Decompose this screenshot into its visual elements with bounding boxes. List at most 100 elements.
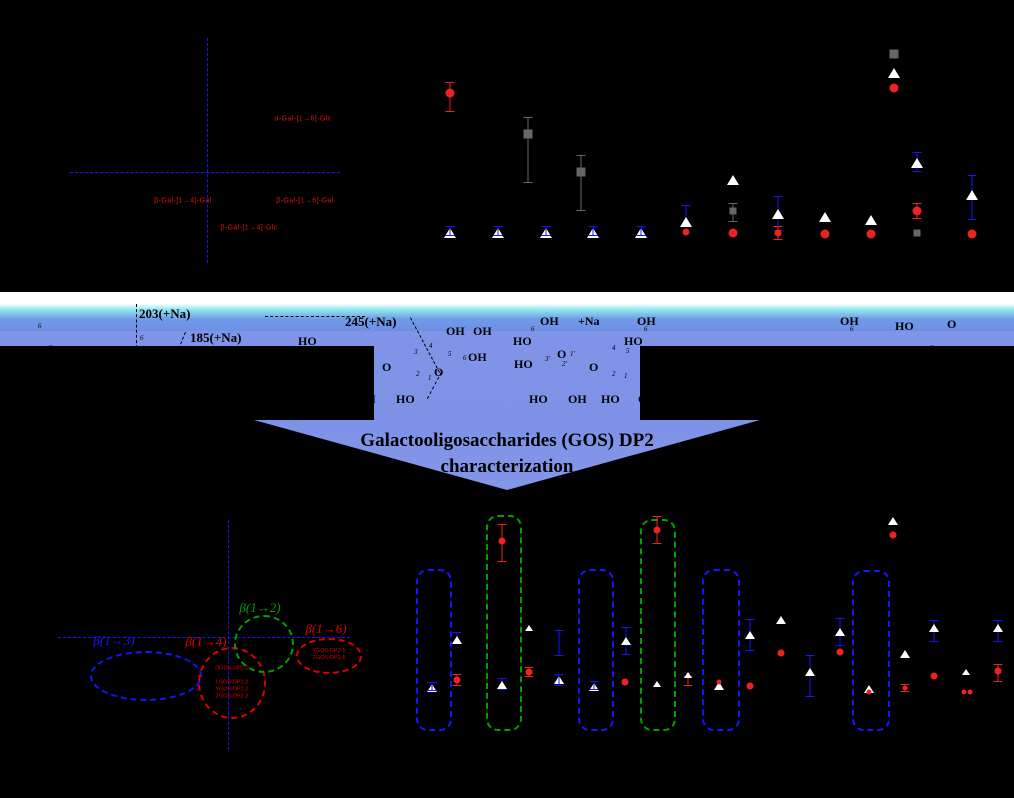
data-point-red-circle bbox=[820, 229, 830, 239]
data-point-white-triangle bbox=[525, 625, 533, 631]
error-bar bbox=[576, 155, 586, 211]
atom-label: HO bbox=[299, 357, 318, 371]
data-point-gray-square bbox=[523, 129, 533, 139]
banner-title-line1: Galactooligosaccharides (GOS) DP2 bbox=[360, 430, 654, 451]
ring-number: 6 bbox=[644, 325, 648, 333]
data-point-red-circle bbox=[967, 229, 977, 239]
data-point-red-circle bbox=[866, 229, 876, 239]
fragment-cut-line bbox=[136, 304, 137, 374]
cluster-member: ZGOS-DP2-5 bbox=[312, 655, 346, 661]
cluster-ellipse-b12 bbox=[234, 615, 294, 673]
atom-label: OH bbox=[637, 314, 656, 328]
atom-label: HO bbox=[812, 359, 831, 373]
atom-label: O bbox=[557, 347, 567, 361]
data-point-gray-square bbox=[729, 207, 737, 215]
data-point-red-circle bbox=[716, 679, 722, 685]
atom-label: HO bbox=[529, 392, 548, 406]
atom-label: OH bbox=[215, 347, 234, 361]
error-bar bbox=[588, 226, 598, 236]
ring-number: 2 bbox=[416, 370, 420, 378]
reaction-arrow bbox=[679, 364, 795, 376]
ring-number: 5' bbox=[336, 356, 341, 364]
data-point-red-circle bbox=[774, 229, 782, 237]
data-point-red-circle bbox=[653, 526, 661, 534]
fragment-cut-line bbox=[265, 316, 365, 317]
cluster-member-list: DGOS-DP2-2 bbox=[215, 666, 249, 673]
data-point-white-triangle bbox=[621, 637, 631, 645]
ring-number: 4 bbox=[838, 364, 842, 372]
cluster-label-b16: β(1→6) bbox=[305, 621, 347, 636]
group-box bbox=[852, 570, 890, 731]
ring-number: 4' bbox=[24, 358, 29, 366]
error-bar bbox=[427, 682, 437, 691]
data-point-red-circle bbox=[836, 648, 844, 656]
ring-number: 5 bbox=[32, 349, 36, 357]
atom-label: OH bbox=[213, 368, 232, 382]
ring-number: 4' bbox=[325, 362, 330, 370]
mass-label-185: 185(+Na) bbox=[190, 330, 242, 345]
error-bar bbox=[554, 630, 564, 656]
cluster-label-b14: β(1→4) bbox=[185, 634, 227, 649]
atom-label: HO bbox=[396, 392, 415, 406]
cluster-label-b13: β(1→3) bbox=[93, 633, 135, 648]
data-point-white-triangle bbox=[772, 209, 784, 219]
data-point-white-triangle bbox=[900, 650, 910, 658]
atom-label: HO bbox=[513, 334, 532, 348]
error-bar bbox=[523, 117, 533, 183]
quadrant-vertical-axis bbox=[207, 38, 208, 263]
ring-number: 3' bbox=[545, 355, 550, 363]
data-point-red-circle bbox=[498, 537, 506, 545]
ring-number: 2' bbox=[354, 370, 359, 378]
atom-label: +Na bbox=[578, 314, 600, 328]
group-box bbox=[702, 569, 740, 731]
ring-number: 1' bbox=[359, 360, 364, 368]
atom-label: HO bbox=[3, 354, 22, 368]
ring-number: 2' bbox=[562, 360, 567, 368]
atom-label: OH bbox=[638, 392, 657, 406]
data-point-red-circle bbox=[445, 88, 455, 98]
ring-number: 5 bbox=[845, 354, 849, 362]
grouped-errorbar-plot bbox=[410, 500, 1014, 798]
data-point-white-triangle bbox=[864, 685, 874, 693]
data-point-red-circle bbox=[866, 689, 872, 695]
data-point-red-circle bbox=[889, 531, 897, 539]
cluster-member-list: YGOS-DP2-5 ZGOS-DP2-5 bbox=[312, 648, 345, 662]
linkage-quadrant-plot: α-Gal-[1→6]-Glc β-Gal-[1→4]-Gal β-Gal-[1… bbox=[0, 0, 420, 290]
atom-label: OH bbox=[473, 324, 492, 338]
atom-label: HO bbox=[601, 392, 620, 406]
quadrant-horizontal-axis bbox=[70, 172, 340, 173]
data-point-white-triangle bbox=[714, 682, 724, 690]
atom-label: O bbox=[137, 350, 147, 364]
ring-number: 1 bbox=[428, 374, 432, 382]
linkage-label-a-gal-16-glc: α-Gal-[1→6]-Glc bbox=[274, 115, 332, 123]
atom-label: HO bbox=[624, 334, 643, 348]
atom-label: O bbox=[183, 350, 193, 364]
ring-number: 2 bbox=[612, 370, 616, 378]
chemical-structure-banner: 203(+Na) 185(+Na) 245(+Na) HO O 6 5 4' 1… bbox=[0, 292, 1014, 492]
atom-label: O bbox=[641, 360, 651, 374]
data-point-red-circle bbox=[453, 676, 461, 684]
ring-number: 5 bbox=[932, 368, 936, 376]
atom-label: OH bbox=[540, 314, 559, 328]
atom-label: HO bbox=[895, 319, 914, 333]
atom-label: HO bbox=[313, 392, 332, 406]
data-point-red-circle bbox=[777, 649, 785, 657]
data-point-gray-square bbox=[889, 49, 899, 59]
cluster-member: YGOS-DP2-2 bbox=[215, 686, 249, 693]
data-point-white-triangle bbox=[727, 175, 739, 185]
mass-label-245: 245(+Na) bbox=[345, 314, 397, 329]
cluster-ellipse-b16 bbox=[296, 638, 362, 674]
data-point-white-triangle bbox=[819, 212, 831, 222]
cluster-horizontal-axis bbox=[58, 637, 350, 638]
data-point-red-circle bbox=[682, 228, 690, 236]
data-point-red-circle bbox=[961, 689, 967, 695]
ring-number: 4 bbox=[612, 344, 616, 352]
group-box bbox=[578, 569, 614, 731]
ring-number: 5 bbox=[448, 350, 452, 358]
error-bar bbox=[589, 681, 599, 690]
ring-number: 1' bbox=[570, 350, 575, 358]
data-point-white-triangle bbox=[865, 215, 877, 225]
ring-number: 1 bbox=[60, 358, 64, 366]
ring-number: 4 bbox=[429, 342, 433, 350]
